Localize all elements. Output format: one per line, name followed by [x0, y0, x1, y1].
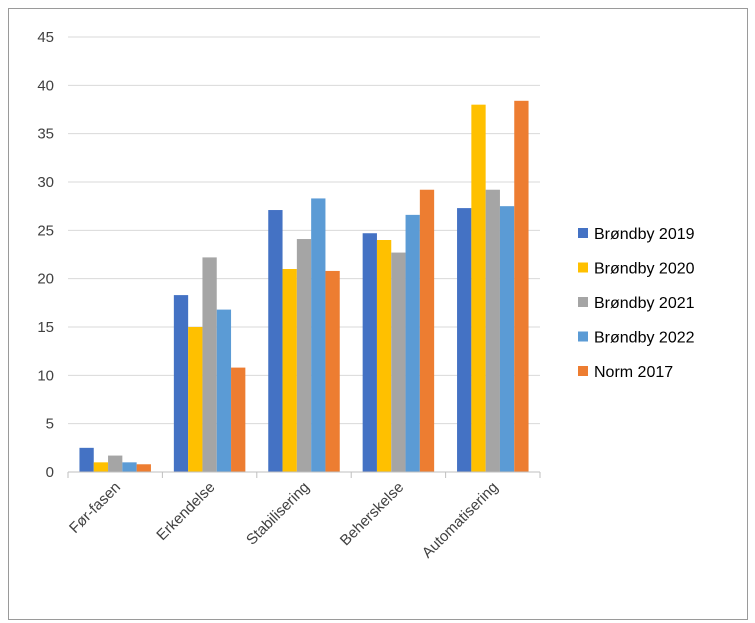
y-tick-label: 20: [37, 271, 54, 288]
legend-label: Brøndby 2022: [594, 330, 695, 347]
x-tick-label: Før-fasen: [66, 479, 124, 537]
bar: [486, 190, 500, 472]
y-tick-label: 40: [37, 77, 54, 94]
y-tick-label: 45: [37, 29, 54, 46]
legend-item: Brøndby 2021: [578, 295, 695, 312]
bar: [311, 198, 325, 472]
bar: [283, 269, 297, 472]
bar: [108, 456, 122, 472]
legend-item: Brøndby 2020: [578, 261, 695, 278]
bar: [325, 271, 339, 472]
legend-label: Brøndby 2021: [594, 295, 695, 312]
legend-swatch: [578, 228, 588, 238]
y-tick-label: 5: [46, 416, 54, 433]
bar: [79, 448, 93, 472]
x-tick-label: Stabilisering: [243, 479, 313, 549]
bar: [471, 105, 485, 472]
legend-swatch: [578, 332, 588, 342]
legend-swatch: [578, 366, 588, 376]
y-tick-label: 0: [46, 464, 54, 481]
bar: [231, 368, 245, 472]
bar: [268, 210, 282, 472]
x-axis: [68, 472, 540, 478]
bar: [94, 462, 108, 472]
bar: [174, 295, 188, 472]
bar: [137, 464, 151, 472]
y-tick-label: 25: [37, 222, 54, 239]
y-tick-label: 10: [37, 367, 54, 384]
x-axis-ticks: Før-fasen Erkendelse Stabilisering Beherske…: [66, 479, 502, 562]
y-tick-label: 15: [37, 319, 54, 336]
legend-item: Norm 2017: [578, 364, 673, 381]
y-axis-ticks: 0 5 10 15 20 25 30 35 40 45: [37, 29, 54, 481]
legend-label: Norm 2017: [594, 364, 673, 381]
legend-label: Brøndby 2020: [594, 261, 695, 278]
legend: Brøndby 2019 Brøndby 2020 Brøndby 2021 Brøn…: [578, 226, 695, 381]
x-tick-label: Erkendelse: [153, 479, 218, 544]
bar: [377, 240, 391, 472]
legend-label: Brøndby 2019: [594, 226, 695, 243]
bar: [188, 327, 202, 472]
bar: [391, 253, 405, 472]
bar: [406, 215, 420, 472]
bar: [420, 190, 434, 472]
x-tick-label: Automatisering: [419, 479, 502, 562]
bar: [122, 462, 136, 472]
y-tick-label: 30: [37, 174, 54, 191]
bar: [363, 233, 377, 472]
x-tick-label: Beherskelse: [337, 479, 407, 549]
legend-swatch: [578, 263, 588, 273]
legend-swatch: [578, 297, 588, 307]
legend-item: Brøndby 2019: [578, 226, 695, 243]
legend-item: Brøndby 2022: [578, 330, 695, 347]
y-tick-label: 35: [37, 126, 54, 143]
bar: [297, 239, 311, 472]
bar: [217, 310, 231, 472]
bar: [457, 208, 471, 472]
bar: [500, 206, 514, 472]
bars: [79, 101, 528, 472]
bar: [514, 101, 528, 472]
bar: [202, 257, 216, 472]
